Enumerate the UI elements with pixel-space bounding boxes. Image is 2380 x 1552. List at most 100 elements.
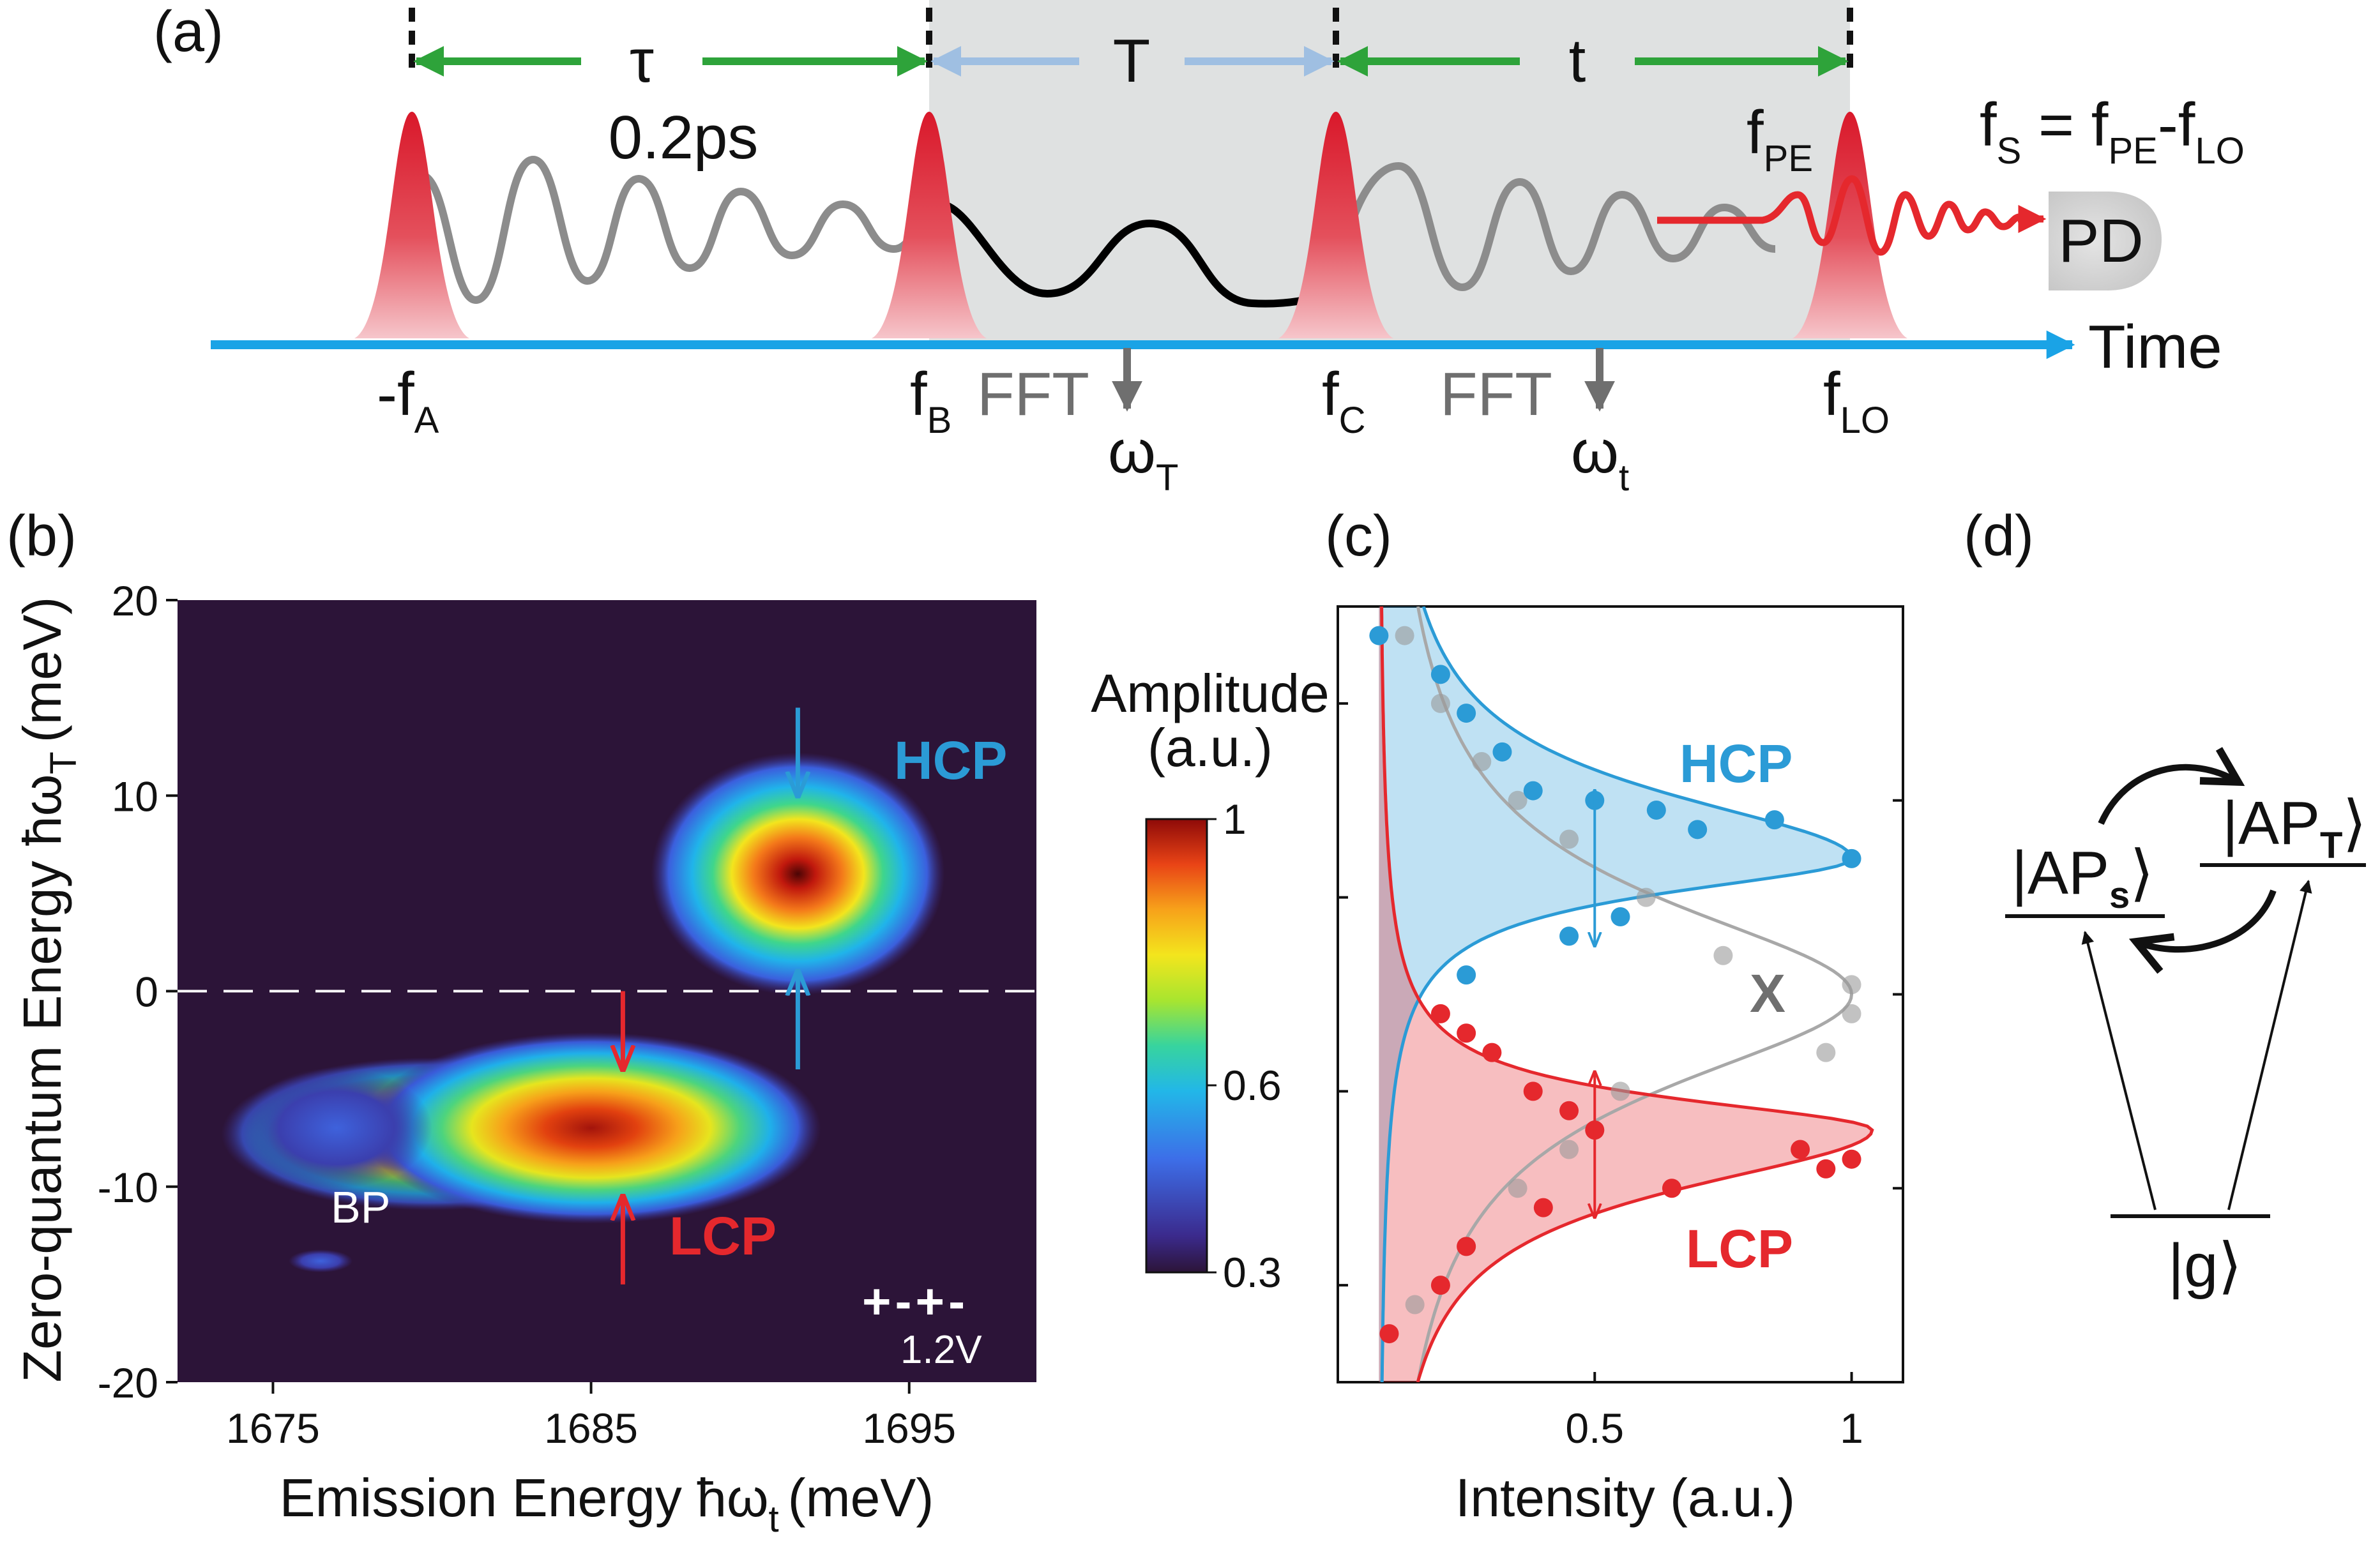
panel-d-level-scheme: (d) |APs⟩ |APT⟩ |g⟩ <box>1964 504 2367 1300</box>
c-lcp-label: LCP <box>1686 1219 1793 1279</box>
point-x <box>1508 1179 1527 1198</box>
peak-bp-spot <box>289 1249 353 1273</box>
c-hcp-label: HCP <box>1679 734 1793 794</box>
point-lcp <box>1457 1237 1476 1256</box>
level-APT-label: |APT⟩ <box>2222 789 2367 866</box>
point-hcp <box>1842 848 1861 868</box>
c-x-label: X <box>1750 963 1785 1023</box>
point-lcp <box>1430 1276 1450 1295</box>
population-wave-T <box>928 199 1338 308</box>
peak-hcp <box>651 752 945 995</box>
point-x <box>1559 1140 1579 1159</box>
b-ylabel: Zero-quantum Energy ħωT(meV) <box>12 597 84 1383</box>
hcp-curve <box>1380 606 1854 1382</box>
heatmap-peaks <box>178 752 1036 1273</box>
point-lcp <box>1523 1081 1543 1101</box>
signal-equation: fS = fPE-fLO <box>1980 91 2245 172</box>
point-x <box>1405 1295 1425 1315</box>
point-hcp <box>1523 781 1543 801</box>
c-xtick-label: 1 <box>1840 1405 1863 1452</box>
b-ytick-label: 20 <box>112 577 158 624</box>
pulse-b <box>872 112 987 338</box>
b-ytick-label: -20 <box>98 1359 158 1406</box>
pulse-c-label: fC <box>1322 360 1366 441</box>
pulse-c <box>1278 112 1393 338</box>
point-hcp <box>1611 907 1630 926</box>
omega-T-label: ωT <box>1108 418 1178 499</box>
b-xlabel: Emission Energy ħωt (meV) <box>280 1468 934 1540</box>
pulse-a-label: -fA <box>377 360 439 441</box>
panel-c-label: (c) <box>1325 504 1392 568</box>
b-xtick-label: 1695 <box>862 1405 956 1452</box>
b-xtick-label: 1675 <box>226 1405 320 1452</box>
voltage-label: 1.2V <box>900 1328 982 1372</box>
fft-label-T: FFT <box>977 360 1089 428</box>
point-lcp <box>1559 1101 1579 1120</box>
colorbar-title-2: (a.u.) <box>1148 718 1273 778</box>
level-g-label: |g⟩ <box>2168 1232 2242 1300</box>
point-hcp <box>1646 800 1666 820</box>
pulse-b-label: fB <box>910 360 951 441</box>
b-ytick-label: 10 <box>112 772 158 820</box>
c-xlabel: Intensity (a.u.) <box>1455 1468 1795 1528</box>
tau-value: 0.2ps <box>609 103 759 172</box>
pulse-lo-label: fLO <box>1823 360 1890 441</box>
panel-b-2d-spectrum: (b) 1675 1685 1695 20 10 0 -10 -20 HCP LCP BP +… <box>6 504 1330 1540</box>
photodetector <box>2049 192 2162 290</box>
point-hcp <box>1764 810 1784 830</box>
point-hcp <box>1430 665 1450 684</box>
time-label: Time <box>2088 313 2222 381</box>
x-curve <box>1416 606 1854 1382</box>
point-x <box>1559 829 1579 849</box>
omega-t-label: ωt <box>1571 418 1629 499</box>
photon-echo-signal <box>1657 175 2022 256</box>
point-hcp <box>1457 965 1476 985</box>
b-xtick-label: 1685 <box>544 1405 638 1452</box>
colorbar <box>1145 818 1208 1274</box>
point-x <box>1611 1081 1630 1101</box>
point-hcp <box>1688 820 1708 840</box>
T-label: T <box>1113 27 1151 95</box>
point-x <box>1842 975 1861 995</box>
point-x <box>1713 946 1733 965</box>
hcp-fill <box>1379 606 1852 1382</box>
fpe-label: fPE <box>1747 98 1813 179</box>
panel-d-label: (d) <box>1964 504 2034 568</box>
point-x <box>1508 790 1527 810</box>
fft-label-t: FFT <box>1440 360 1552 428</box>
heatmap-annotations: HCP LCP BP +-+- 1.2V <box>331 707 1007 1372</box>
point-lcp <box>1379 1324 1399 1344</box>
pulse-lo <box>1793 112 1907 338</box>
b-ytick-label: 0 <box>135 968 158 1016</box>
cb-label-1: 1 <box>1223 795 1247 843</box>
coherence-wave-t <box>1332 162 1776 292</box>
c-xtick-label: 0.5 <box>1565 1405 1624 1452</box>
point-lcp <box>1482 1043 1502 1062</box>
peak-lcp <box>361 1032 821 1224</box>
tau-label: τ <box>630 27 654 95</box>
point-hcp <box>1559 926 1579 946</box>
panel-b-label: (b) <box>6 504 77 568</box>
point-lcp <box>1816 1159 1836 1179</box>
point-lcp <box>1791 1140 1810 1159</box>
excitation-arrow-s <box>2081 931 2156 1210</box>
cb-label-06: 0.6 <box>1223 1062 1282 1109</box>
point-lcp <box>1533 1198 1553 1217</box>
point-lcp <box>1842 1149 1861 1169</box>
bp-label: BP <box>331 1182 390 1232</box>
c-plot-frame <box>1337 605 1904 1383</box>
point-hcp <box>1492 742 1512 762</box>
t-label: t <box>1569 27 1586 95</box>
excitation-arrow-T <box>2227 880 2312 1210</box>
point-x <box>1816 1043 1836 1062</box>
panel-a-pulse-sequence: (a) τ 0.2ps T t PD Ti <box>153 0 2245 499</box>
level-APs-label: |APs⟩ <box>2012 839 2154 916</box>
panel-a-label: (a) <box>153 0 224 64</box>
cb-label-03: 0.3 <box>1223 1249 1282 1296</box>
coupling-arrow-back <box>2136 889 2277 949</box>
colorbar-title-1: Amplitude <box>1091 663 1330 723</box>
lcp-curve <box>1380 606 1874 1382</box>
panel-c-lineouts: (c) 0.5 1 HCP LCP X Intensity (a.u.) <box>1325 504 1904 1528</box>
point-x <box>1395 626 1414 645</box>
hcp-label: HCP <box>894 730 1007 790</box>
